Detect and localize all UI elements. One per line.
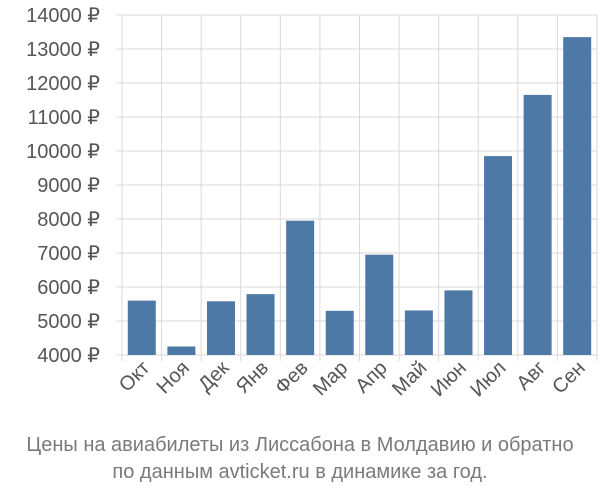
bar-9	[444, 290, 473, 355]
y-tick-label: 8000 ₽	[37, 209, 100, 231]
bar-12	[563, 37, 592, 355]
bar-8	[404, 310, 433, 355]
y-tick-label: 11000 ₽	[28, 107, 101, 129]
bar-2	[167, 346, 196, 355]
bar-6	[325, 310, 354, 355]
bar-3	[206, 301, 235, 355]
chart-caption-line-2: по данным avticket.ru в динамике за год.	[112, 461, 488, 483]
y-tick-label: 10000 ₽	[26, 141, 100, 163]
y-tick-label: 6000 ₽	[37, 277, 100, 299]
x-tick-label: Авг	[512, 357, 550, 395]
x-tick-label: Мар	[309, 357, 352, 400]
y-tick-label: 13000 ₽	[26, 39, 100, 61]
bar-10	[484, 156, 513, 355]
y-tick-label: 4000 ₽	[37, 345, 100, 367]
y-tick-label: 7000 ₽	[37, 243, 100, 265]
chart-area: 4000 ₽ 5000 ₽ 6000 ₽ 7000 ₽ 8000 ₽ 9000 ₽ 1000…	[26, 5, 598, 401]
x-tick-label: Май	[388, 357, 431, 400]
bar-11	[523, 94, 552, 356]
x-tick-label: Июл	[466, 357, 510, 401]
y-tick-label: 9000 ₽	[37, 175, 100, 197]
bar-5	[286, 220, 315, 355]
bar-chart: 4000 ₽ 5000 ₽ 6000 ₽ 7000 ₽ 8000 ₽ 9000 ₽ 1000…	[26, 5, 598, 401]
x-tick-label: Июн	[427, 357, 471, 401]
x-tick-label: Янв	[232, 357, 273, 398]
x-tick-label: Фев	[271, 357, 313, 399]
y-tick-label: 14000 ₽	[26, 5, 100, 27]
bar-7	[365, 254, 394, 355]
x-tick-label: Ноя	[153, 357, 194, 398]
y-tick-label: 5000 ₽	[37, 311, 100, 333]
chart-caption-line-1: Цены на авиабилеты из Лиссабона в Молдав…	[26, 434, 574, 456]
x-tick-label: Сен	[548, 357, 589, 398]
x-tick-label: Окт	[115, 357, 154, 396]
y-tick-label: 12000 ₽	[26, 73, 100, 95]
bar-4	[246, 294, 275, 355]
x-tick-label: Апр	[351, 357, 392, 398]
x-tick-label: Дек	[194, 357, 233, 396]
bar-1	[127, 300, 156, 355]
